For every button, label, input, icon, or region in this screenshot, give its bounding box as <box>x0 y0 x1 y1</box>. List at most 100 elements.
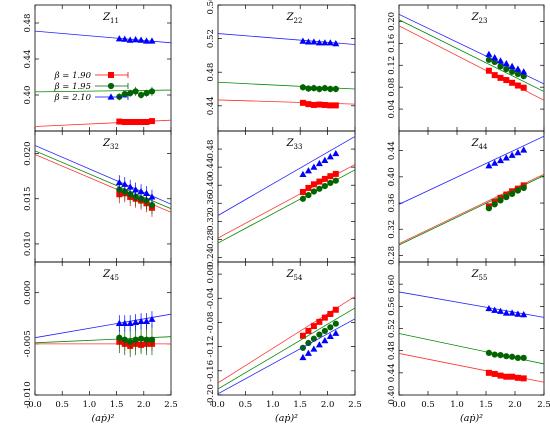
data-point <box>321 39 329 46</box>
data-point <box>503 373 510 380</box>
fit-line <box>35 89 171 93</box>
data-point <box>327 179 334 187</box>
data-point <box>321 336 329 344</box>
plot-area <box>35 30 171 127</box>
data-point <box>315 341 323 348</box>
data-point <box>115 178 123 186</box>
y-tick-label: 0.44 <box>206 158 216 177</box>
data-point <box>305 327 312 334</box>
data-point <box>321 327 328 335</box>
y-tick-label: -0.16 <box>206 360 216 382</box>
y-tick-label: 0.56 <box>206 0 216 14</box>
data-point <box>316 101 323 108</box>
axes-frame <box>398 261 545 396</box>
y-tick-label: 0.16 <box>387 34 397 53</box>
data-point <box>121 35 129 42</box>
data-point <box>485 50 493 57</box>
data-point <box>514 82 521 89</box>
panel-title: Z32 <box>102 138 119 151</box>
fit-line <box>399 19 544 92</box>
data-point <box>316 331 323 338</box>
data-point <box>514 310 522 317</box>
y-tick-label: 0.40 <box>387 386 397 405</box>
legend-label: β = 1.90 <box>54 71 92 81</box>
panel-title-subscript: 54 <box>294 274 303 282</box>
data-point <box>310 188 317 195</box>
data-point <box>485 162 493 169</box>
data-point <box>508 190 516 197</box>
x-tick-label: 1.5 <box>110 400 124 410</box>
panel-title-main: Z <box>471 269 480 280</box>
panel-title-main: Z <box>102 269 111 280</box>
y-tick-label: 0.010 <box>23 232 33 256</box>
plot-area <box>35 311 171 358</box>
data-point <box>132 119 139 125</box>
data-point <box>132 186 140 193</box>
y-tick-label: 0.44 <box>387 141 397 160</box>
x-tick-label: 1.0 <box>450 400 464 410</box>
fit-line <box>218 296 355 384</box>
data-point <box>137 36 145 43</box>
y-tick-label: 0.52 <box>206 29 216 48</box>
data-point <box>148 193 156 200</box>
y-tick-label: 0.44 <box>206 96 216 115</box>
panel-z22: 0.44 0.48 0.52 0.56 Z22 <box>206 0 356 132</box>
data-point <box>509 373 516 380</box>
x-tick-label: 0.5 <box>239 400 253 410</box>
axes-frame <box>34 261 172 396</box>
data-point <box>299 353 307 361</box>
data-point <box>132 318 140 325</box>
data-point <box>310 85 317 92</box>
data-point <box>121 180 129 187</box>
panel-title-main: Z <box>286 12 295 23</box>
y-tick-label: -0.005 <box>23 330 33 357</box>
x-axis-label: (aṗ)² <box>92 413 115 424</box>
x-tick-label: 0.0 <box>392 400 406 410</box>
data-point <box>321 175 328 182</box>
data-point <box>327 324 334 331</box>
data-point <box>497 307 504 314</box>
data-point <box>520 375 527 382</box>
panel-title-subscript: 32 <box>110 143 119 151</box>
x-axis-label: (aṗ)² <box>460 413 483 424</box>
data-point <box>491 306 499 313</box>
data-point <box>332 170 339 177</box>
data-point <box>127 90 134 97</box>
data-point <box>137 187 145 195</box>
panel-z55: 0.0 0.5 1.0 1.5 2.0 2.5 0.40 0.44 0.48 0.52 0.56 0.… <box>387 261 550 410</box>
data-point <box>332 40 340 47</box>
y-tick-label: -0.04 <box>206 287 216 309</box>
y-tick-label: 0.04 <box>387 100 397 119</box>
data-point <box>321 85 328 92</box>
data-point <box>491 351 498 358</box>
data-point <box>508 62 516 69</box>
data-point <box>299 170 307 177</box>
data-point <box>126 36 134 43</box>
y-tick-label: 0.32 <box>206 212 216 231</box>
data-point <box>491 58 498 66</box>
data-point <box>310 345 318 352</box>
data-point <box>304 38 312 45</box>
y-tick-label: 0.12 <box>387 56 397 75</box>
data-point <box>514 187 522 194</box>
axes-frame <box>217 130 356 263</box>
y-tick-label: 0.40 <box>23 86 33 105</box>
y-tick-label: 0.28 <box>206 230 216 249</box>
fit-line <box>399 175 544 246</box>
data-point <box>143 317 151 324</box>
data-point <box>121 336 128 343</box>
data-point <box>508 151 516 158</box>
y-tick-label: 0.40 <box>387 167 397 186</box>
data-point <box>327 173 334 180</box>
plot-area <box>218 33 355 109</box>
plot-area <box>399 13 544 101</box>
data-point <box>138 119 145 125</box>
data-point <box>485 205 492 212</box>
x-tick-label: 0.5 <box>55 400 69 410</box>
data-point <box>503 65 510 73</box>
data-point <box>321 101 328 108</box>
data-point <box>497 63 504 70</box>
data-point <box>299 195 307 202</box>
data-point <box>148 201 156 209</box>
